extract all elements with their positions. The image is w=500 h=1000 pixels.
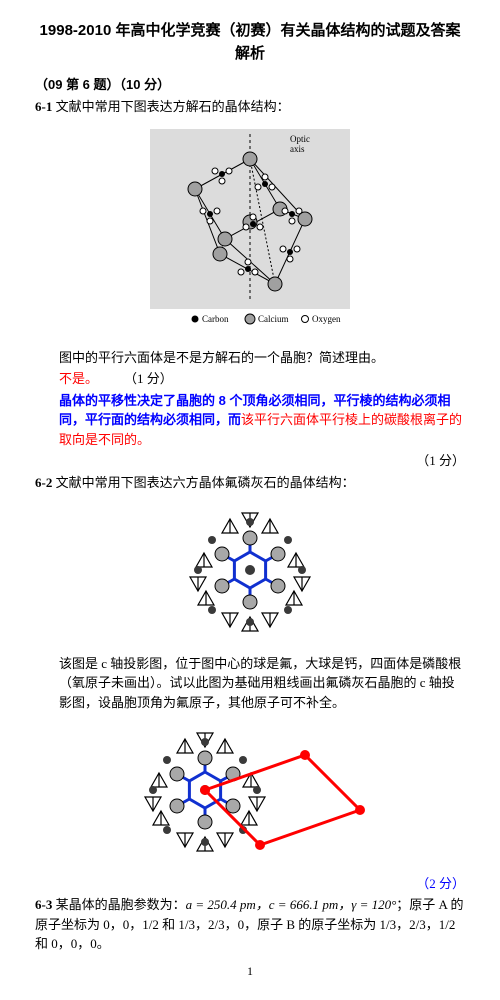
- q61-answer: 不是。 （1 分）: [35, 369, 465, 389]
- q62-num: 6-2: [35, 475, 52, 490]
- svg-text:Carbon: Carbon: [202, 314, 229, 324]
- section-header: （09 第 6 题）（10 分）: [35, 75, 465, 95]
- q61-no: 不是。: [59, 371, 98, 386]
- q62-body: 该图是 c 轴投影图，位于图中心的球是氟，大球是钙，四面体是磷酸根（氧原子未画出…: [35, 654, 465, 713]
- q61-score2: （1 分）: [35, 451, 465, 471]
- svg-text:Calcium: Calcium: [258, 314, 289, 324]
- fig2-structure: [190, 513, 310, 631]
- q63-texta: 某晶体的晶胞参数为：: [52, 897, 185, 912]
- q61-score1: （1 分）: [124, 371, 173, 386]
- figure-2: [35, 500, 465, 646]
- figure-3: [35, 720, 465, 866]
- q62-line: 6-2 文献中常用下图表达六方晶体氟磷灰石的晶体结构：: [35, 473, 465, 493]
- q63-line: 6-3 某晶体的晶胞参数为：a = 250.4 pm，c = 666.1 pm，…: [35, 895, 465, 954]
- q62-text: 文献中常用下图表达六方晶体氟磷灰石的晶体结构：: [52, 475, 354, 490]
- q61-line: 6-1 文献中常用下图表达方解石的晶体结构：: [35, 97, 465, 117]
- page-number: 1: [35, 962, 465, 980]
- q61-ask: 图中的平行六面体是不是方解石的一个晶胞？简述理由。: [35, 348, 465, 368]
- svg-text:Oxygen: Oxygen: [312, 314, 341, 324]
- q63-num: 6-3: [35, 897, 52, 912]
- q61-num: 6-1: [35, 99, 52, 114]
- fig1-optic-label: Optic: [290, 134, 310, 144]
- q63-params: a = 250.4 pm，c = 666.1 pm，γ = 120°: [186, 897, 397, 912]
- figure-1: Optic axis Carbon Calcium Oxyge: [35, 124, 465, 340]
- fig2-center-F: [245, 565, 255, 575]
- fig1-axis-label: axis: [290, 144, 305, 154]
- q62-score: （2 分）: [35, 874, 465, 894]
- q61-explain: 晶体的平移性决定了晶胞的 8 个顶角必须相同，平行棱的结构必须相同，平行面的结构…: [35, 391, 465, 450]
- q61-text: 文献中常用下图表达方解石的晶体结构：: [52, 99, 289, 114]
- page-title: 1998-2010 年高中化学竞赛（初赛）有关晶体结构的试题及答案解析: [35, 20, 465, 65]
- fig1-legend: Carbon Calcium Oxygen: [192, 314, 341, 324]
